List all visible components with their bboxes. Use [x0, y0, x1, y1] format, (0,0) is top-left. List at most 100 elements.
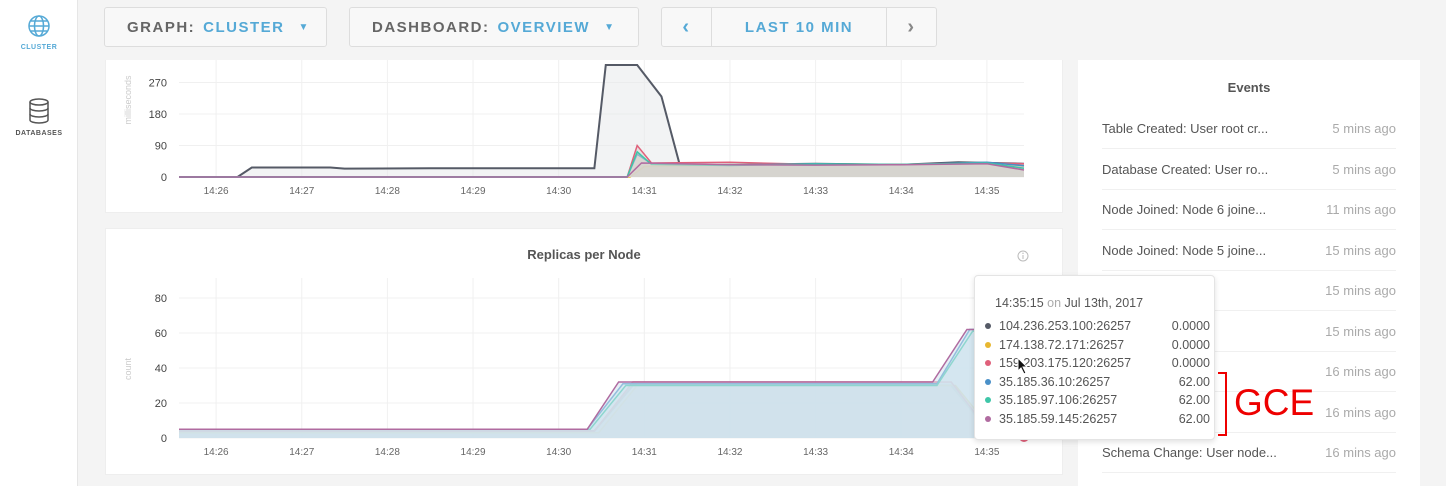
- series-name: 174.138.72.171:26257: [999, 337, 1125, 352]
- y-tick-label: 80: [155, 293, 167, 305]
- x-tick-label: 14:29: [461, 447, 486, 458]
- x-tick-label: 14:33: [803, 447, 828, 458]
- event-text: Schema Change: User node...: [1102, 445, 1277, 460]
- x-tick-label: 14:27: [289, 186, 314, 197]
- event-item[interactable]: 16 mins ago: [1102, 364, 1396, 392]
- x-tick-label: 14:28: [375, 447, 400, 458]
- event-item[interactable]: Schema Change: User node... 16 mins ago: [1102, 445, 1396, 473]
- y-tick-label: 270: [149, 78, 167, 90]
- x-tick-label: 14:28: [375, 186, 400, 197]
- x-tick-label: 14:30: [546, 447, 571, 458]
- event-text: Database Created: User ro...: [1102, 161, 1269, 177]
- event-item[interactable]: Node Joined: Node 5 joine... 15 mins ago: [1102, 243, 1396, 271]
- series-value: 0.0000: [1171, 319, 1210, 333]
- replicas-chart: 0 20 40 60 80 14:26 14:27 14:28 14:29 14:30 14:31 1…: [123, 278, 1029, 458]
- sidebar-item-label: CLUSTER: [20, 44, 58, 51]
- tooltip-row: 174.138.72.171:26257 0.0000: [985, 338, 1210, 352]
- sidebar-item-databases[interactable]: DATABASES: [0, 98, 78, 137]
- event-text: Table Created: User root cr...: [1102, 121, 1269, 136]
- series-value: 0.0000: [1171, 356, 1210, 370]
- annotation-bracket: [1218, 372, 1227, 436]
- y-tick-label: 0: [161, 433, 167, 445]
- series-area: [179, 65, 1024, 177]
- x-tick-label: 14:35: [974, 447, 999, 458]
- tooltip-header: 14:35:15 on Jul 13th, 2017: [995, 296, 1143, 310]
- tooltip-time: 14:35:15: [995, 296, 1044, 310]
- caret-down-icon: ▼: [604, 21, 616, 33]
- series-name: 159.203.175.120:26257: [999, 356, 1132, 370]
- series-value: 62.00: [1178, 411, 1210, 426]
- dashboard-value: OVERVIEW: [497, 18, 591, 36]
- gce-annotation: GCE: [1234, 382, 1315, 423]
- graph-selector[interactable]: GRAPH: CLUSTER ▼: [104, 7, 327, 47]
- dashboard-label: DASHBOARD:: [372, 18, 490, 36]
- event-time: 16 mins ago: [1325, 445, 1396, 460]
- info-icon[interactable]: [1017, 250, 1029, 262]
- y-tick-label: 180: [149, 109, 167, 121]
- tooltip-row: 35.185.97.106:26257 62.00: [985, 393, 1210, 407]
- caret-down-icon: ▼: [298, 21, 310, 33]
- series-area: [179, 163, 1024, 177]
- next-button[interactable]: ›: [886, 8, 936, 46]
- database-icon: [29, 98, 49, 124]
- x-tick-label: 14:31: [632, 186, 657, 197]
- event-item[interactable]: 16 mins ago: [1102, 405, 1396, 433]
- event-time: 11 mins ago: [1326, 202, 1396, 217]
- x-tick-label: 14:35: [974, 186, 999, 197]
- series-dot: [985, 397, 991, 403]
- event-time: 15 mins ago: [1325, 323, 1396, 339]
- x-tick-label: 14:31: [632, 447, 657, 458]
- tooltip-row: 35.185.59.145:26257 62.00: [985, 412, 1210, 426]
- time-range-label[interactable]: LAST 10 MIN: [744, 18, 854, 36]
- tooltip-date: Jul 13th, 2017: [1064, 296, 1144, 310]
- y-tick-label: 40: [155, 363, 167, 375]
- y-tick-label: 20: [155, 398, 167, 410]
- x-tick-label: 14:32: [717, 186, 742, 197]
- series-name: 104.236.253.100:26257: [999, 319, 1132, 333]
- events-panel: Events Table Created: User root cr... 5 m…: [1078, 60, 1420, 486]
- previous-button[interactable]: ‹: [662, 8, 712, 46]
- event-item[interactable]: Node Joined: Node 6 joine... 11 mins ago: [1102, 202, 1396, 230]
- series-name: 35.185.36.10:26257: [999, 374, 1111, 389]
- time-range-control: ‹ LAST 10 MIN ›: [661, 7, 937, 47]
- sidebar-item-cluster[interactable]: CLUSTER: [0, 14, 78, 51]
- chart-tooltip: 14:35:15 on Jul 13th, 2017 104.236.253.1…: [974, 275, 1215, 440]
- sidebar-item-label: DATABASES: [15, 130, 63, 137]
- replicas-chart-card: Replicas per Node 0 20 40 60 80 14:26 14:27 14:…: [105, 228, 1063, 475]
- series-dot: [985, 323, 991, 329]
- x-tick-label: 14:33: [803, 186, 828, 197]
- graph-label: GRAPH:: [127, 18, 196, 36]
- series-name: 35.185.97.106:26257: [999, 393, 1118, 407]
- series-value: 0.0000: [1171, 337, 1210, 352]
- dashboard-selector[interactable]: DASHBOARD: OVERVIEW ▼: [349, 7, 639, 47]
- y-tick-label: 90: [155, 141, 167, 153]
- y-tick-label: 60: [155, 328, 167, 340]
- series-line: [179, 162, 1025, 178]
- x-tick-label: 14:27: [289, 447, 314, 458]
- event-text: Node Joined: Node 5 joine...: [1102, 242, 1267, 258]
- event-item[interactable]: 15 mins ago: [1102, 324, 1396, 352]
- y-axis-label: milliseconds: [123, 75, 133, 125]
- latency-chart: 0 90 180 270 14:26 14:27 14:28 14:29 14:30 14:31 1…: [123, 60, 1025, 197]
- event-item[interactable]: Table Created: User root cr... 5 mins ago: [1102, 121, 1396, 149]
- event-time: 15 mins ago: [1325, 242, 1396, 258]
- series-dot: [985, 341, 991, 348]
- event-time: 15 mins ago: [1325, 283, 1396, 298]
- x-tick-label: 14:26: [204, 186, 229, 197]
- series-dot: [985, 360, 991, 366]
- series-value: 62.00: [1178, 393, 1210, 407]
- x-tick-label: 14:26: [204, 447, 229, 458]
- event-time: 16 mins ago: [1325, 404, 1396, 420]
- tooltip-row: 35.185.36.10:26257 62.00: [985, 375, 1210, 389]
- graph-value: CLUSTER: [203, 18, 285, 36]
- event-item[interactable]: Database Created: User ro... 5 mins ago: [1102, 162, 1396, 190]
- event-item[interactable]: 15 mins ago: [1102, 283, 1396, 311]
- tooltip-on: on: [1047, 296, 1062, 310]
- mouse-cursor-icon: [1017, 357, 1029, 375]
- event-time: 16 mins ago: [1325, 364, 1396, 379]
- series-name: 35.185.59.145:26257: [999, 411, 1118, 426]
- x-tick-label: 14:29: [461, 186, 486, 197]
- x-tick-label: 14:32: [717, 447, 742, 458]
- event-time: 5 mins ago: [1332, 121, 1396, 136]
- series-dot: [985, 378, 991, 385]
